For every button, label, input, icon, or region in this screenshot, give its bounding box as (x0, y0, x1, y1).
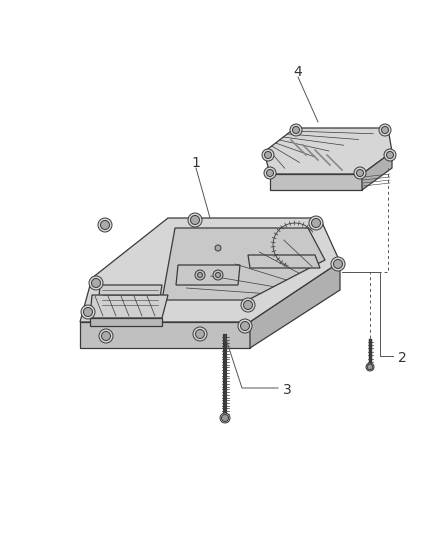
Polygon shape (362, 152, 392, 190)
Polygon shape (80, 322, 250, 348)
Circle shape (386, 151, 393, 158)
Circle shape (99, 329, 113, 343)
Circle shape (311, 219, 321, 228)
Circle shape (89, 276, 103, 290)
Circle shape (262, 149, 274, 161)
Circle shape (195, 270, 205, 280)
Circle shape (188, 213, 202, 227)
Circle shape (290, 124, 302, 136)
Circle shape (81, 305, 95, 319)
Circle shape (215, 245, 221, 251)
Circle shape (100, 221, 110, 230)
Polygon shape (270, 174, 362, 190)
Polygon shape (264, 128, 392, 174)
Circle shape (193, 327, 207, 341)
Polygon shape (98, 285, 162, 310)
Circle shape (191, 215, 199, 224)
Circle shape (354, 167, 366, 179)
Circle shape (293, 126, 300, 133)
Circle shape (367, 364, 373, 370)
Circle shape (92, 279, 100, 287)
Polygon shape (248, 255, 320, 268)
Circle shape (102, 332, 110, 341)
Circle shape (331, 257, 345, 271)
Circle shape (244, 301, 252, 310)
Circle shape (264, 167, 276, 179)
Polygon shape (80, 218, 340, 322)
Circle shape (213, 270, 223, 280)
Text: 4: 4 (293, 65, 302, 79)
Circle shape (309, 216, 323, 230)
Polygon shape (176, 265, 240, 285)
Circle shape (195, 329, 205, 338)
Polygon shape (250, 262, 340, 348)
Circle shape (84, 308, 92, 317)
Polygon shape (90, 295, 168, 318)
Polygon shape (90, 318, 162, 326)
Circle shape (220, 413, 230, 423)
Circle shape (215, 272, 220, 278)
Circle shape (241, 298, 255, 312)
Circle shape (98, 218, 112, 232)
Circle shape (379, 124, 391, 136)
Circle shape (366, 363, 374, 371)
Circle shape (266, 169, 273, 176)
Circle shape (333, 260, 343, 269)
Circle shape (265, 151, 272, 158)
Text: 2: 2 (398, 351, 407, 365)
Circle shape (222, 415, 229, 422)
Circle shape (238, 319, 252, 333)
Circle shape (240, 321, 250, 330)
Circle shape (384, 149, 396, 161)
Text: 1: 1 (191, 156, 201, 170)
Polygon shape (162, 228, 325, 300)
Circle shape (198, 272, 202, 278)
Circle shape (357, 169, 364, 176)
Circle shape (381, 126, 389, 133)
Text: 3: 3 (283, 383, 292, 397)
